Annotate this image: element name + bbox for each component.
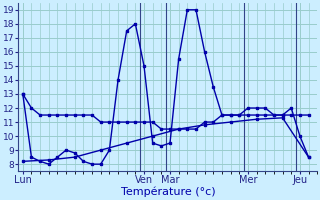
X-axis label: Température (°c): Température (°c) (121, 187, 215, 197)
